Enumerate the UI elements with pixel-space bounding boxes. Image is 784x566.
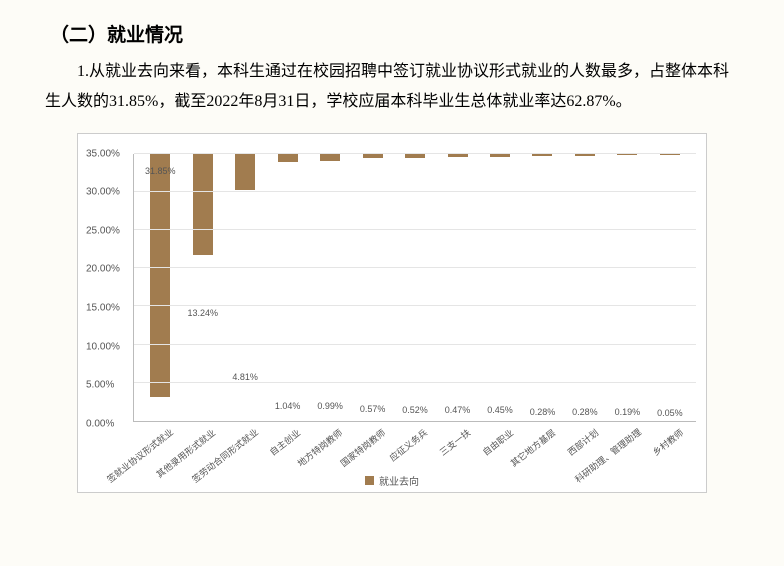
- ytick-label: 10.00%: [86, 341, 120, 352]
- section-heading: （二）就业情况: [40, 20, 744, 47]
- bar: [532, 154, 552, 156]
- bar-value-label: 13.24%: [187, 308, 218, 318]
- bar-value-label: 0.99%: [317, 401, 343, 411]
- legend-label: 就业去向: [379, 473, 419, 488]
- bar-value-label: 31.85%: [145, 166, 176, 176]
- bar: [320, 154, 340, 162]
- plot-area: 31.85% 13.24% 4.81% 1.04% 0.99% 0.57% 0.52% 0.4…: [133, 154, 696, 422]
- bar: [490, 154, 510, 157]
- bar-value-label: 0.52%: [402, 405, 428, 415]
- bar: [363, 154, 383, 158]
- bar: [617, 154, 637, 155]
- bar-value-label: 0.57%: [360, 404, 386, 414]
- bar-value-label: 0.45%: [487, 405, 513, 415]
- gridline: [134, 229, 696, 230]
- gridline: [134, 382, 696, 383]
- bar-value-label: 1.04%: [275, 401, 301, 411]
- bar-value-label: 0.05%: [657, 408, 683, 418]
- bar-value-label: 0.47%: [445, 405, 471, 415]
- bar-value-label: 0.28%: [572, 407, 598, 417]
- gridline: [134, 153, 696, 154]
- ytick-label: 25.00%: [86, 225, 120, 236]
- body-paragraph: 1.从就业去向来看，本科生通过在校园招聘中签订就业协议形式就业的人数最多，占整体…: [40, 57, 744, 118]
- bar-value-label: 0.19%: [615, 407, 641, 417]
- ytick-label: 30.00%: [86, 187, 120, 198]
- gridline: [134, 191, 696, 192]
- bar: [405, 154, 425, 158]
- ytick-label: 15.00%: [86, 303, 120, 314]
- xtick: 乡村教师: [648, 422, 691, 472]
- gridline: [134, 344, 696, 345]
- bar: [448, 154, 468, 158]
- ytick-label: 0.00%: [86, 418, 114, 429]
- bar: [575, 154, 595, 156]
- xtick-area: 签就业协议形式就业其他录用形式就业签劳动合同形式就业自主创业地方特岗教师国家特岗…: [133, 422, 696, 472]
- ytick-label: 5.00%: [86, 380, 114, 391]
- ytick-label: 20.00%: [86, 264, 120, 275]
- gridline: [134, 305, 696, 306]
- gridline: [134, 267, 696, 268]
- legend-swatch: [365, 476, 374, 485]
- chart-legend: 就业去向: [365, 473, 419, 488]
- bar: [278, 154, 298, 162]
- bar-value-label: 4.81%: [232, 372, 258, 382]
- bar: [235, 154, 255, 191]
- bar-value-label: 0.28%: [530, 407, 556, 417]
- bar: [193, 154, 213, 255]
- ytick-label: 35.00%: [86, 148, 120, 159]
- employment-chart: 31.85% 13.24% 4.81% 1.04% 0.99% 0.57% 0.52% 0.4…: [77, 133, 707, 493]
